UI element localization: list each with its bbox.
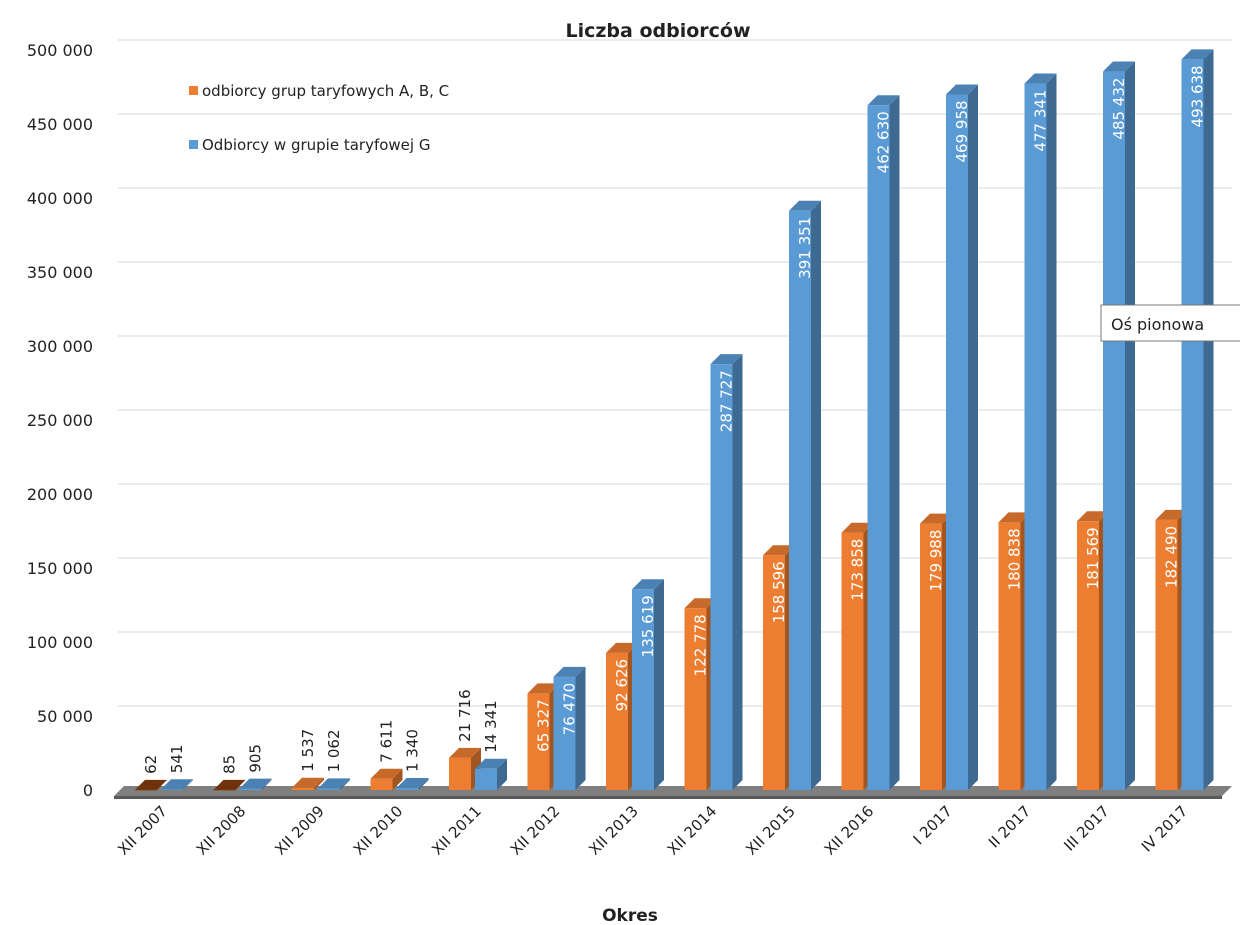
data-label: 287 727 bbox=[718, 370, 736, 432]
bars bbox=[135, 49, 1214, 791]
y-tick-label: 300 000 bbox=[27, 337, 93, 356]
data-label: 158 596 bbox=[770, 561, 788, 623]
bar-g-11[interactable] bbox=[1024, 73, 1057, 790]
bar-g-5[interactable] bbox=[553, 666, 586, 790]
y-tick-label: 450 000 bbox=[27, 115, 93, 134]
bar-abc-4[interactable] bbox=[449, 747, 481, 790]
data-label: 173 858 bbox=[849, 539, 867, 601]
x-axis-title: Okres bbox=[602, 906, 658, 925]
gridlines bbox=[118, 39, 1232, 707]
bar-abc-2[interactable] bbox=[292, 777, 324, 790]
x-tick-label: XII 2012 bbox=[507, 802, 564, 859]
x-tick-label: XII 2016 bbox=[821, 802, 878, 859]
floor-edge bbox=[114, 796, 1222, 799]
bar-g-4[interactable] bbox=[475, 758, 507, 790]
legend-label: Odbiorcy w grupie taryfowej G bbox=[202, 136, 430, 154]
bar-abc-1[interactable] bbox=[213, 779, 246, 791]
y-axis: 0 50 000 100 000 150 000 200 000 250 000 300 0… bbox=[27, 41, 93, 800]
y-tick-label: 400 000 bbox=[27, 189, 93, 208]
x-tick-label: XII 2010 bbox=[350, 802, 407, 859]
y-tick-label: 350 000 bbox=[27, 263, 93, 282]
data-label: 1 340 bbox=[404, 729, 422, 772]
data-label: 477 341 bbox=[1032, 90, 1050, 152]
x-tick-label: XII 2013 bbox=[585, 802, 642, 859]
data-label: 180 838 bbox=[1006, 528, 1024, 590]
x-tick-label: IV 2017 bbox=[1138, 802, 1191, 855]
bar-g-3[interactable] bbox=[396, 778, 429, 790]
data-label: 391 351 bbox=[796, 217, 814, 279]
data-label: 92 626 bbox=[613, 659, 631, 712]
bar-g-13[interactable] bbox=[1181, 49, 1214, 790]
y-tick-label: 150 000 bbox=[27, 559, 93, 578]
data-label: 85 bbox=[221, 755, 239, 774]
data-label: 14 341 bbox=[482, 700, 500, 753]
data-labels: 62 541 85 905 1 537 1 062 7 611 1 340 21 716 14 3… bbox=[142, 65, 1207, 773]
data-label: 21 716 bbox=[456, 689, 474, 742]
x-tick-label: I 2017 bbox=[910, 802, 956, 848]
bar-g-2[interactable] bbox=[318, 778, 350, 790]
data-label: 181 569 bbox=[1084, 527, 1102, 589]
chart-title: Liczba odbiorców bbox=[565, 20, 750, 42]
bar-abc-3[interactable] bbox=[370, 768, 403, 790]
x-tick-label: XII 2015 bbox=[742, 802, 799, 859]
data-label: 1 537 bbox=[299, 729, 317, 772]
data-label: 1 062 bbox=[325, 729, 343, 772]
x-tick-label: XII 2008 bbox=[193, 802, 250, 859]
bar-abc-0[interactable] bbox=[135, 779, 167, 791]
bar-g-12[interactable] bbox=[1103, 61, 1135, 790]
data-label: 7 611 bbox=[378, 720, 396, 763]
x-tick-label: II 2017 bbox=[985, 802, 1034, 851]
data-label: 62 bbox=[142, 755, 160, 774]
floor-plane bbox=[114, 786, 1232, 796]
y-tick-label: 100 000 bbox=[27, 633, 93, 652]
data-label: 65 327 bbox=[535, 699, 553, 752]
data-label: 179 988 bbox=[927, 530, 945, 592]
x-tick-label: XII 2011 bbox=[428, 802, 485, 859]
axis-tooltip-text: Oś pionowa bbox=[1111, 315, 1204, 334]
data-label: 76 470 bbox=[561, 683, 579, 736]
bar-g-1[interactable] bbox=[239, 778, 272, 790]
y-tick-label: 250 000 bbox=[27, 411, 93, 430]
chart-floor bbox=[114, 786, 1232, 799]
data-label: 469 958 bbox=[953, 100, 971, 162]
legend-swatch bbox=[189, 86, 198, 95]
y-tick-label: 50 000 bbox=[37, 707, 93, 726]
legend-label: odbiorcy grup taryfowych A, B, C bbox=[202, 82, 449, 100]
data-label: 182 490 bbox=[1163, 526, 1181, 588]
data-label: 905 bbox=[247, 744, 265, 773]
x-tick-label: III 2017 bbox=[1060, 802, 1112, 854]
data-label: 135 619 bbox=[639, 595, 657, 657]
bar-g-0[interactable] bbox=[161, 779, 193, 790]
x-tick-label: XII 2014 bbox=[664, 802, 721, 859]
legend-swatch bbox=[189, 140, 198, 149]
y-tick-label: 500 000 bbox=[27, 41, 93, 60]
x-axis: XII 2007 XII 2008 XII 2009 XII 2010 XII 2011… bbox=[114, 802, 1191, 859]
x-tick-label: XII 2007 bbox=[114, 802, 171, 859]
y-tick-label: 0 bbox=[83, 781, 93, 800]
x-tick-label: XII 2009 bbox=[271, 802, 328, 859]
bar-g-8[interactable] bbox=[789, 200, 821, 790]
axis-tooltip: Oś pionowa bbox=[1100, 304, 1240, 342]
data-label: 122 778 bbox=[692, 614, 710, 676]
data-label: 485 432 bbox=[1110, 78, 1128, 140]
bar-g-7[interactable] bbox=[710, 354, 743, 790]
bar-g-10[interactable] bbox=[946, 84, 978, 790]
y-tick-label: 200 000 bbox=[27, 485, 93, 504]
bar-g-9[interactable] bbox=[867, 95, 900, 790]
data-label: 493 638 bbox=[1189, 65, 1207, 127]
data-label: 541 bbox=[168, 745, 186, 774]
legend[interactable]: odbiorcy grup taryfowych A, B, C Odbiorcy… bbox=[189, 82, 449, 154]
data-label: 462 630 bbox=[875, 111, 893, 173]
bar-g-6[interactable] bbox=[632, 579, 664, 790]
